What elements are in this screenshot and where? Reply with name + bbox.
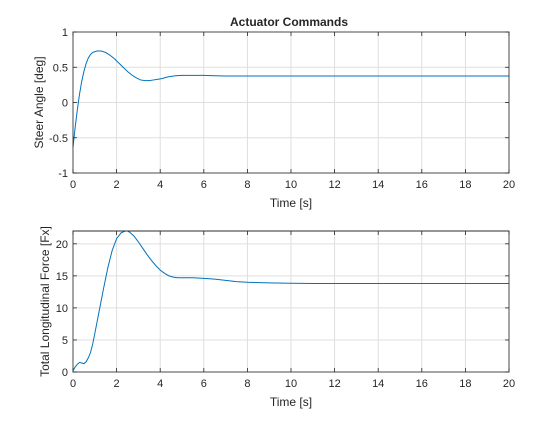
x-tick-label: 10	[285, 179, 297, 191]
y-tick-label: 20	[56, 239, 68, 251]
x-tick-label: 14	[372, 179, 384, 191]
grid	[72, 231, 510, 373]
x-axis-label: Time [s]	[270, 196, 312, 210]
x-tick-label: 6	[201, 179, 207, 191]
x-tick-label: 20	[503, 179, 515, 191]
x-tick-label: 12	[328, 179, 340, 191]
x-tick-label: 4	[157, 378, 163, 390]
y-tick-label: 0	[62, 98, 68, 110]
x-tick-label: 0	[70, 378, 76, 390]
x-tick-label: 10	[285, 378, 297, 390]
x-tick-label: 14	[372, 378, 384, 390]
tick-labels: 0 2 4 6 8 10 12 14 16 18 20 -1 -0.5 0 0.5 1	[49, 27, 515, 191]
series-line	[72, 230, 509, 371]
y-tick-label: 5	[62, 335, 68, 347]
series-layer	[72, 230, 509, 371]
x-tick-label: 18	[459, 378, 471, 390]
x-tick-label: 0	[70, 179, 76, 191]
y-tick-label: 0	[62, 367, 68, 379]
x-tick-label: 18	[459, 179, 471, 191]
x-tick-label: 20	[503, 378, 515, 390]
x-tick-label: 6	[201, 378, 207, 390]
y-tick-label: 0.5	[53, 62, 68, 74]
x-tick-label: 2	[114, 378, 120, 390]
y-tick-label: 15	[56, 271, 68, 283]
y-tick-label: 10	[56, 303, 68, 315]
x-tick-label: 8	[244, 179, 250, 191]
x-tick-label: 8	[244, 378, 250, 390]
x-tick-label: 2	[114, 179, 120, 191]
x-tick-label: 12	[328, 378, 340, 390]
x-tick-label: 16	[416, 179, 428, 191]
chart-title: Actuator Commands	[230, 15, 348, 29]
tick-labels: 0 2 4 6 8 10 12 14 16 18 20 0 5 10 15 20	[56, 231, 515, 390]
x-tick-label: 16	[416, 378, 428, 390]
y-axis-label: Total Longitudinal Force [Fx]	[38, 226, 52, 377]
y-axis-label: Steer Angle [deg]	[32, 56, 46, 148]
y-tick-label: 1	[62, 27, 68, 39]
series-layer	[72, 50, 509, 147]
y-tick-label: -1	[58, 168, 68, 180]
y-tick-label: -0.5	[49, 133, 68, 145]
series-line	[72, 50, 509, 147]
longitudinal-force-chart: 0 2 4 6 8 10 12 14 16 18 20 0 5 10 15 20 Time [s] Total…	[38, 226, 515, 409]
x-axis-label: Time [s]	[270, 395, 312, 409]
x-tick-label: 4	[157, 179, 163, 191]
steer-angle-chart: Actuator Commands 0 2 4 6 8 10 12 14 16 18 20-1-0.…	[32, 15, 515, 210]
